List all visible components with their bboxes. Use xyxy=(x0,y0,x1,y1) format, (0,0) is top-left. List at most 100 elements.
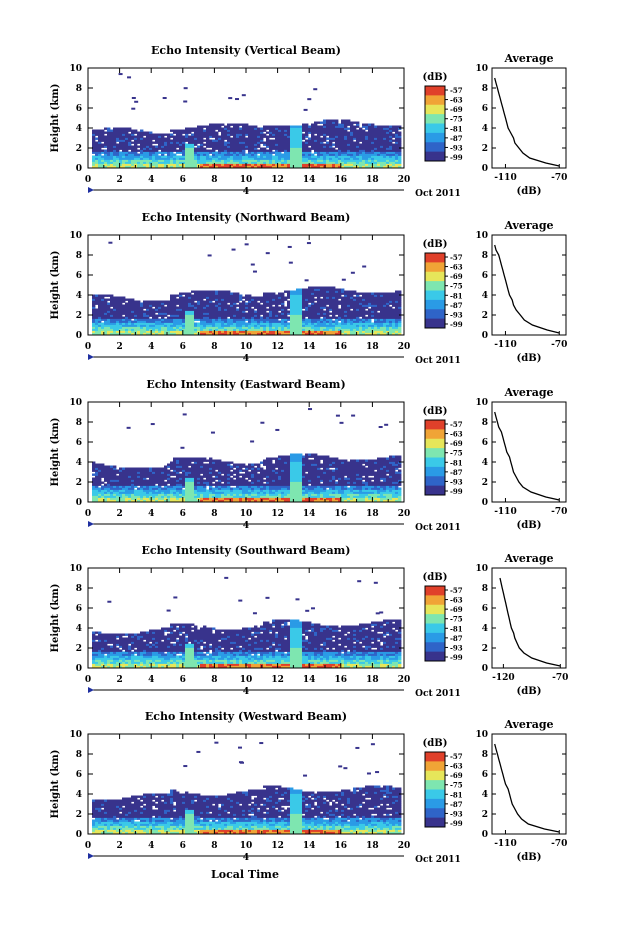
day-start-marker xyxy=(88,853,94,859)
day-marker-label: 4 xyxy=(243,354,249,364)
profile-y-tick-label: 4 xyxy=(482,624,488,634)
colorbar-band xyxy=(425,623,445,628)
profile-y-tick-label: 6 xyxy=(482,438,488,448)
panel-title: Echo Intensity (Eastward Beam) xyxy=(146,378,345,391)
profile-x-tick-label: -110 xyxy=(494,507,517,517)
profile-y-tick-label: 6 xyxy=(482,104,488,114)
y-tick-label: 10 xyxy=(69,564,82,574)
colorbar-tick-label: -81 xyxy=(450,458,463,467)
colorbar-band xyxy=(425,470,445,474)
profile-frame xyxy=(491,733,567,835)
colorbar-tick-label: -57 xyxy=(450,586,463,595)
y-tick-label: 4 xyxy=(76,790,82,800)
colorbar-band xyxy=(425,142,445,146)
panel-title: Echo Intensity (Northward Beam) xyxy=(142,211,351,224)
colorbar-band xyxy=(425,601,445,606)
x-tick-label: 14 xyxy=(303,509,316,519)
y-tick-label: 10 xyxy=(69,64,82,74)
colorbar-frame xyxy=(424,751,446,828)
x-tick-label: 10 xyxy=(240,509,253,519)
colorbar-band xyxy=(425,595,445,599)
colorbar-band xyxy=(425,154,445,159)
colorbar-tick-label: -99 xyxy=(450,153,463,162)
colorbar-band xyxy=(425,309,445,313)
y-axis-label: Height (km) xyxy=(50,750,61,819)
colorbar-band xyxy=(425,789,445,794)
x-tick-label: 18 xyxy=(366,841,379,851)
x-tick-label: 4 xyxy=(148,675,154,685)
colorbar-tick-label: -57 xyxy=(450,752,463,761)
x-tick-label: 14 xyxy=(303,841,316,851)
x-tick-label: 6 xyxy=(180,841,186,851)
colorbar-tick-label: -87 xyxy=(450,800,463,809)
colorbar-band xyxy=(425,299,445,304)
colorbar-band xyxy=(425,770,445,775)
day-marker-label: 4 xyxy=(243,521,249,531)
profile-y-tick-label: 10 xyxy=(475,730,488,740)
y-tick-label: 0 xyxy=(76,830,82,840)
colorbar-band xyxy=(425,466,445,471)
colorbar-band xyxy=(425,95,445,99)
colorbar-band xyxy=(425,780,445,784)
x-tick-label: 0 xyxy=(85,675,91,685)
colorbar-band xyxy=(425,457,445,462)
profile-line xyxy=(499,577,561,667)
colorbar-band xyxy=(425,454,445,458)
colorbar-band xyxy=(425,758,445,762)
colorbar-band xyxy=(425,321,445,326)
x-tick-label: 16 xyxy=(335,841,348,851)
colorbar-band xyxy=(425,426,445,430)
colorbar-label: (dB) xyxy=(423,738,448,749)
profile-line xyxy=(494,743,560,833)
colorbar-tick-label: -99 xyxy=(450,320,463,329)
x-tick-label: 6 xyxy=(180,175,186,185)
colorbar-tick-label: -69 xyxy=(450,272,463,281)
profile-y-tick-label: 0 xyxy=(482,830,488,840)
colorbar-band xyxy=(425,271,445,276)
profile-y-tick-label: 10 xyxy=(475,398,488,408)
colorbar-tick-label: -57 xyxy=(450,253,463,262)
colorbar-tick-label: -63 xyxy=(450,762,463,771)
profile-line xyxy=(494,77,560,167)
colorbar-band xyxy=(425,592,445,596)
profile-y-tick-label: 0 xyxy=(482,664,488,674)
profile-y-tick-label: 0 xyxy=(482,164,488,174)
x-tick-label: 0 xyxy=(85,509,91,519)
profile-x-tick-label: -110 xyxy=(494,173,517,183)
x-tick-label: 20 xyxy=(398,841,411,851)
colorbar-band xyxy=(425,259,445,263)
profile-x-tick-label: -110 xyxy=(494,839,517,849)
y-tick-label: 8 xyxy=(76,251,82,261)
profile-x-tick-label: -120 xyxy=(492,673,515,683)
colorbar-band xyxy=(425,120,445,124)
y-tick-label: 0 xyxy=(76,164,82,174)
colorbar-band xyxy=(425,265,445,270)
y-tick-label: 0 xyxy=(76,331,82,341)
profile-y-tick-label: 2 xyxy=(482,810,488,820)
x-tick-label: 10 xyxy=(240,675,253,685)
y-tick-label: 0 xyxy=(76,498,82,508)
x-tick-label: 8 xyxy=(211,675,217,685)
colorbar-band xyxy=(425,284,445,288)
y-tick-label: 0 xyxy=(76,664,82,674)
x-tick-label: 12 xyxy=(271,841,284,851)
colorbar-label: (dB) xyxy=(423,239,448,250)
y-tick-label: 10 xyxy=(69,398,82,408)
profile-y-tick-label: 4 xyxy=(482,790,488,800)
colorbar-band xyxy=(425,281,445,285)
colorbar-band xyxy=(425,132,445,137)
colorbar-band xyxy=(425,651,445,656)
profile-y-tick-label: 8 xyxy=(482,251,488,261)
colorbar-band xyxy=(425,432,445,437)
colorbar-band xyxy=(425,476,445,480)
colorbar-band xyxy=(425,823,445,828)
heatmap-cells xyxy=(92,741,402,834)
colorbar-band xyxy=(425,792,445,797)
y-tick-label: 6 xyxy=(76,770,82,780)
figure-xlabel: Local Time xyxy=(211,868,279,881)
profile-x-tick-label: -70 xyxy=(551,340,567,350)
y-axis-label: Height (km) xyxy=(50,584,61,653)
colorbar-band xyxy=(425,614,445,618)
colorbar-tick-label: -81 xyxy=(450,624,463,633)
colorbar-band xyxy=(425,429,445,433)
